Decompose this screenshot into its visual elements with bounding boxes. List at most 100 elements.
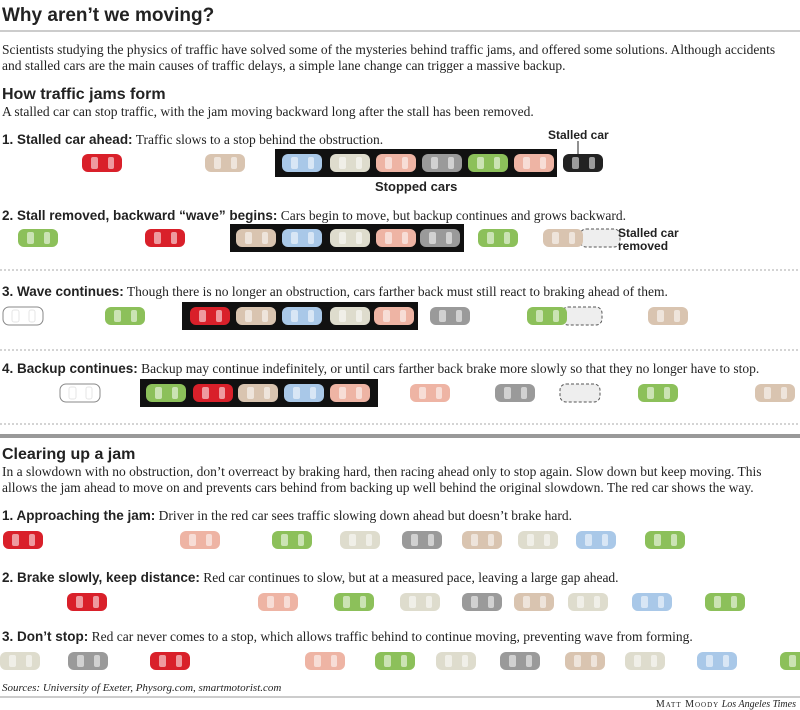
car-window [366, 534, 372, 546]
car-window [706, 655, 713, 667]
car-window [731, 596, 737, 608]
car-window [401, 655, 407, 667]
car [3, 531, 43, 549]
step-text: Cars begin to move, but backup continues… [280, 208, 627, 223]
car-window [431, 157, 438, 169]
car-window [108, 157, 114, 169]
car [514, 154, 554, 172]
car-window [293, 387, 300, 399]
car [330, 229, 370, 247]
car-window [462, 655, 468, 667]
car-window [540, 596, 546, 608]
car-window [674, 310, 680, 322]
car [500, 652, 540, 670]
car-window [552, 232, 559, 244]
car-window [411, 534, 418, 546]
car [374, 307, 414, 325]
car-window [339, 232, 346, 244]
car-window [310, 387, 316, 399]
car-window [360, 596, 366, 608]
annotation: Stalled car removed [618, 226, 679, 253]
car-window [585, 534, 592, 546]
car [563, 154, 603, 172]
car [576, 531, 616, 549]
car-window [544, 534, 550, 546]
car-window [308, 310, 314, 322]
car [518, 531, 558, 549]
car [697, 652, 737, 670]
car [236, 229, 276, 247]
step-label: 4. Backup continues: [2, 361, 138, 376]
car-window [419, 387, 426, 399]
car [236, 307, 276, 325]
car-window [781, 387, 787, 399]
car-window [176, 655, 182, 667]
car-window [308, 232, 314, 244]
step-text: Backup may continue indefinitely, or unt… [141, 361, 760, 376]
car-window [155, 387, 162, 399]
step: 3. Wave continues: Though there is no lo… [2, 284, 668, 300]
car [565, 652, 605, 670]
car-window [44, 232, 50, 244]
car-window [262, 310, 268, 322]
car-window [494, 157, 500, 169]
credit: Matt Moody Los Angeles Times [656, 699, 796, 710]
car-window [159, 655, 166, 667]
step-label: 1. Stalled car ahead: [2, 132, 133, 147]
car-window [308, 157, 314, 169]
car-window [448, 157, 454, 169]
car-window [214, 157, 221, 169]
car-window [281, 534, 288, 546]
car [18, 229, 58, 247]
car [258, 593, 298, 611]
car-window [527, 534, 534, 546]
car-window [291, 310, 298, 322]
step: 3. Don’t stop: Red car never comes to a … [2, 629, 693, 645]
car-window [553, 310, 559, 322]
author: Matt Moody [655, 699, 720, 710]
car-window [509, 655, 516, 667]
car [330, 154, 370, 172]
car-window [664, 387, 670, 399]
step-text: Red car continues to slow, but at a meas… [203, 570, 619, 585]
car [410, 384, 450, 402]
step: 1. Approaching the jam: Driver in the re… [2, 508, 572, 524]
car [238, 384, 278, 402]
car-window [456, 310, 462, 322]
car-window [231, 157, 237, 169]
car-window [594, 596, 600, 608]
car-window [291, 157, 298, 169]
car [330, 384, 370, 402]
car-window [219, 387, 225, 399]
car [402, 531, 442, 549]
car-window [28, 309, 36, 323]
car-window [154, 232, 161, 244]
car-window [521, 387, 527, 399]
car-window [523, 596, 530, 608]
car-window [429, 232, 436, 244]
car-window [76, 596, 83, 608]
car-window [189, 534, 196, 546]
car-window [267, 596, 274, 608]
car-window [94, 655, 100, 667]
car-window [339, 157, 346, 169]
car [150, 652, 190, 670]
step-text: Though there is no longer an obstruction… [126, 284, 668, 299]
car-window [723, 655, 729, 667]
car-window [589, 157, 595, 169]
car-window [577, 596, 584, 608]
car-window [343, 596, 350, 608]
car [645, 531, 685, 549]
step: 4. Backup continues: Backup may continue… [2, 361, 759, 377]
car-window [446, 232, 452, 244]
car-window [11, 309, 20, 323]
car-window [569, 232, 575, 244]
car-window [245, 310, 252, 322]
car [190, 307, 230, 325]
car-window [436, 387, 442, 399]
car [67, 593, 107, 611]
step: 1. Stalled car ahead: Traffic slows to a… [2, 132, 383, 148]
car [514, 593, 554, 611]
